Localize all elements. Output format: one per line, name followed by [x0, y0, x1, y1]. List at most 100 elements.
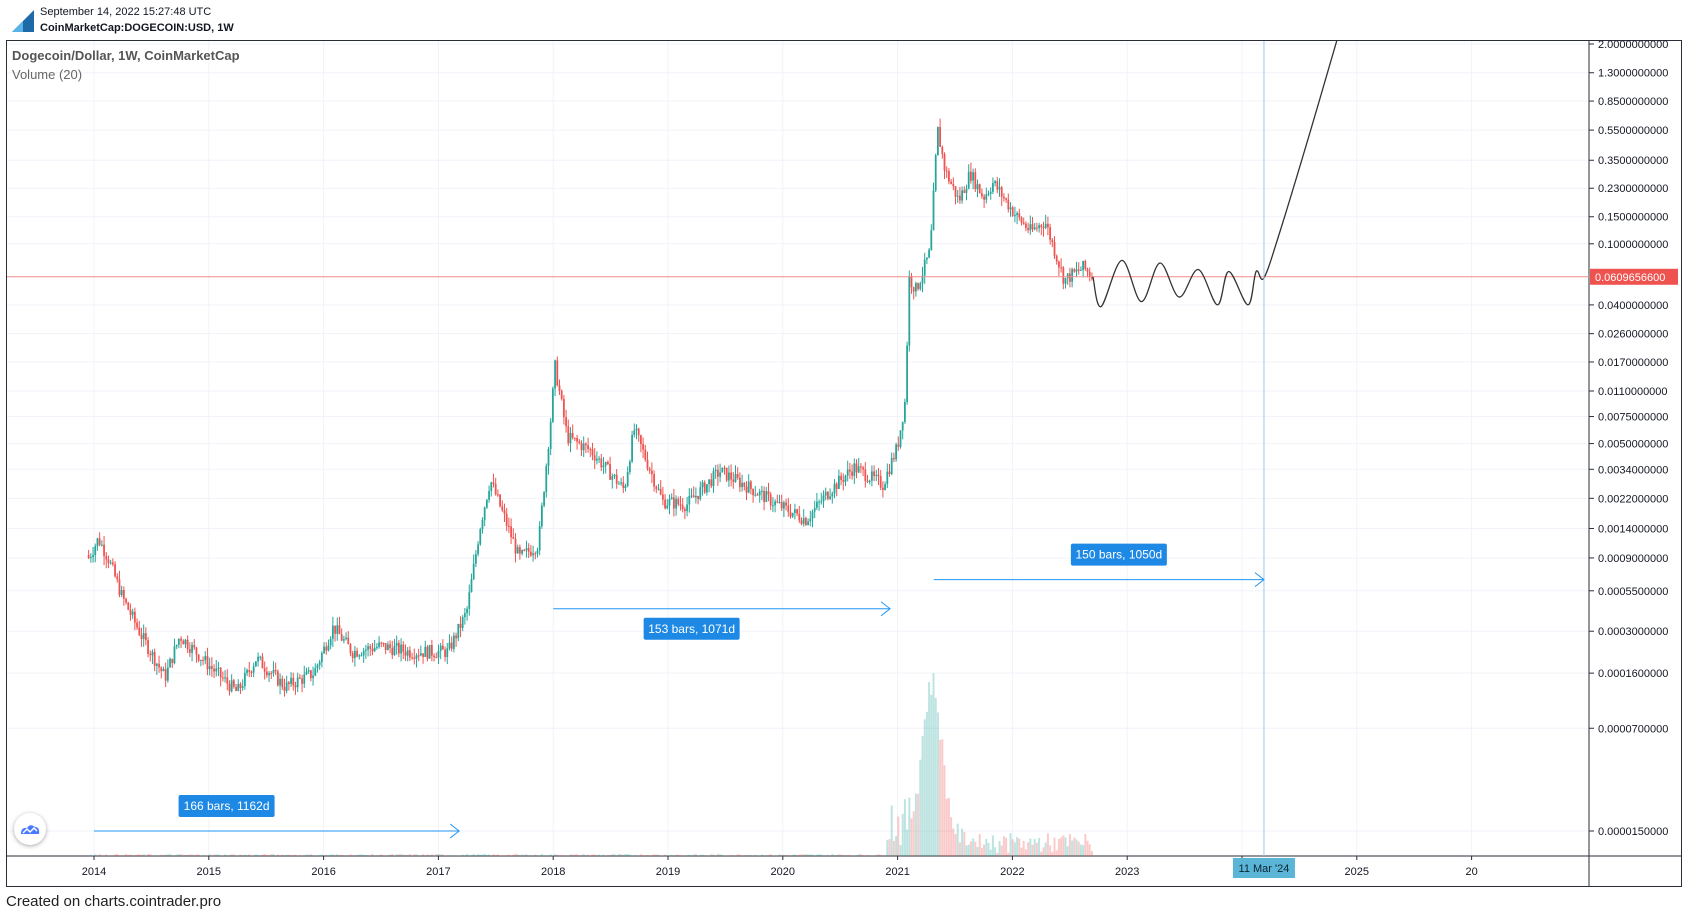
candle-body	[232, 680, 235, 687]
candle-body	[1044, 223, 1047, 228]
candle-body	[650, 470, 653, 475]
candle-body	[956, 195, 959, 197]
candle-body	[131, 611, 134, 615]
volume-bar	[989, 849, 992, 856]
candle-body	[323, 646, 325, 654]
candle-body	[628, 461, 631, 473]
candle-body	[745, 486, 748, 493]
candle-body	[879, 476, 882, 488]
candle-body	[778, 501, 781, 503]
candle-body	[591, 449, 594, 456]
volume-bar	[186, 854, 189, 856]
candle-body	[701, 482, 704, 488]
volume-bar	[417, 855, 420, 856]
volume-bar	[439, 854, 442, 856]
volume-bar	[633, 855, 636, 856]
volume-bar	[754, 855, 757, 856]
candle-body	[133, 611, 136, 623]
candle-body	[105, 556, 108, 560]
volume-bar	[945, 798, 948, 856]
volume-bar	[617, 854, 620, 856]
candle-body	[246, 670, 248, 673]
candle-body	[809, 518, 812, 522]
volume-bar	[620, 854, 623, 856]
candle-body	[329, 638, 332, 646]
candle-body	[118, 579, 121, 596]
volume-bar	[758, 855, 761, 856]
candle-body	[727, 472, 730, 481]
volume-bar	[701, 854, 704, 856]
volume-bar	[1038, 837, 1041, 856]
candle-body	[435, 657, 438, 659]
candle-body	[510, 526, 512, 538]
candle-body	[890, 457, 893, 474]
candle-body	[895, 444, 898, 460]
volume-bar	[646, 855, 649, 856]
candle-body	[948, 171, 950, 182]
candle-body	[818, 501, 820, 503]
y-tick-label: 0.0075000000	[1598, 412, 1668, 424]
tradingview-logo-button[interactable]	[14, 813, 46, 845]
volume-bar	[98, 854, 101, 856]
volume-bar	[248, 854, 251, 856]
candle-body	[397, 642, 400, 654]
candle-body	[492, 482, 495, 484]
candle-body	[197, 654, 200, 661]
candle-body	[646, 459, 649, 469]
volume-bar	[611, 854, 614, 856]
candle-body	[536, 550, 539, 554]
volume-bar	[934, 698, 937, 856]
candle-body	[490, 482, 493, 492]
candle-body	[888, 471, 891, 474]
measure-arrow-head	[880, 601, 891, 617]
candle-body	[180, 638, 182, 641]
candle-body	[655, 486, 658, 489]
candle-body	[842, 479, 845, 482]
candle-body	[694, 495, 697, 498]
candle-body	[428, 645, 431, 659]
candle-body	[963, 190, 966, 193]
volume-bar	[732, 855, 735, 856]
candle-body	[120, 590, 123, 596]
candle-body	[639, 435, 642, 445]
last-price-badge	[1590, 268, 1678, 285]
candle-body	[127, 602, 130, 610]
volume-bar	[961, 828, 964, 856]
candle-body	[391, 648, 394, 656]
volume-bar	[936, 712, 939, 856]
candle-body	[138, 627, 141, 635]
candle-body	[703, 482, 706, 493]
volume-bar	[818, 854, 821, 856]
candle-body	[928, 249, 931, 258]
candle-body	[1091, 276, 1093, 279]
volume-bar	[358, 854, 361, 856]
candle-body	[837, 475, 840, 489]
volume-bar	[1046, 833, 1049, 856]
candle-body	[540, 505, 543, 527]
volume-bar	[536, 855, 539, 856]
candle-body	[351, 653, 354, 658]
volume-bar	[466, 854, 469, 856]
candle-body	[965, 188, 968, 193]
candle-body	[864, 469, 867, 481]
volume-bar	[928, 682, 931, 856]
volume-bar	[162, 854, 165, 856]
candle-body	[111, 562, 114, 565]
y-tick-label: 0.1500000000	[1598, 212, 1668, 224]
candle-body	[217, 667, 220, 669]
candle-body	[296, 677, 299, 688]
volume-bar	[639, 854, 642, 856]
volume-bar	[525, 854, 528, 856]
candle-body	[1084, 260, 1087, 269]
volume-bar	[595, 855, 598, 856]
candle-body	[635, 428, 638, 431]
candle-body	[1007, 199, 1010, 210]
volume-bar	[470, 854, 473, 856]
candle-body	[571, 433, 574, 438]
candle-body	[793, 509, 796, 513]
candle-body	[292, 677, 295, 686]
candle-body	[107, 559, 110, 564]
volume-bar	[378, 855, 381, 856]
candle-body	[386, 644, 389, 651]
